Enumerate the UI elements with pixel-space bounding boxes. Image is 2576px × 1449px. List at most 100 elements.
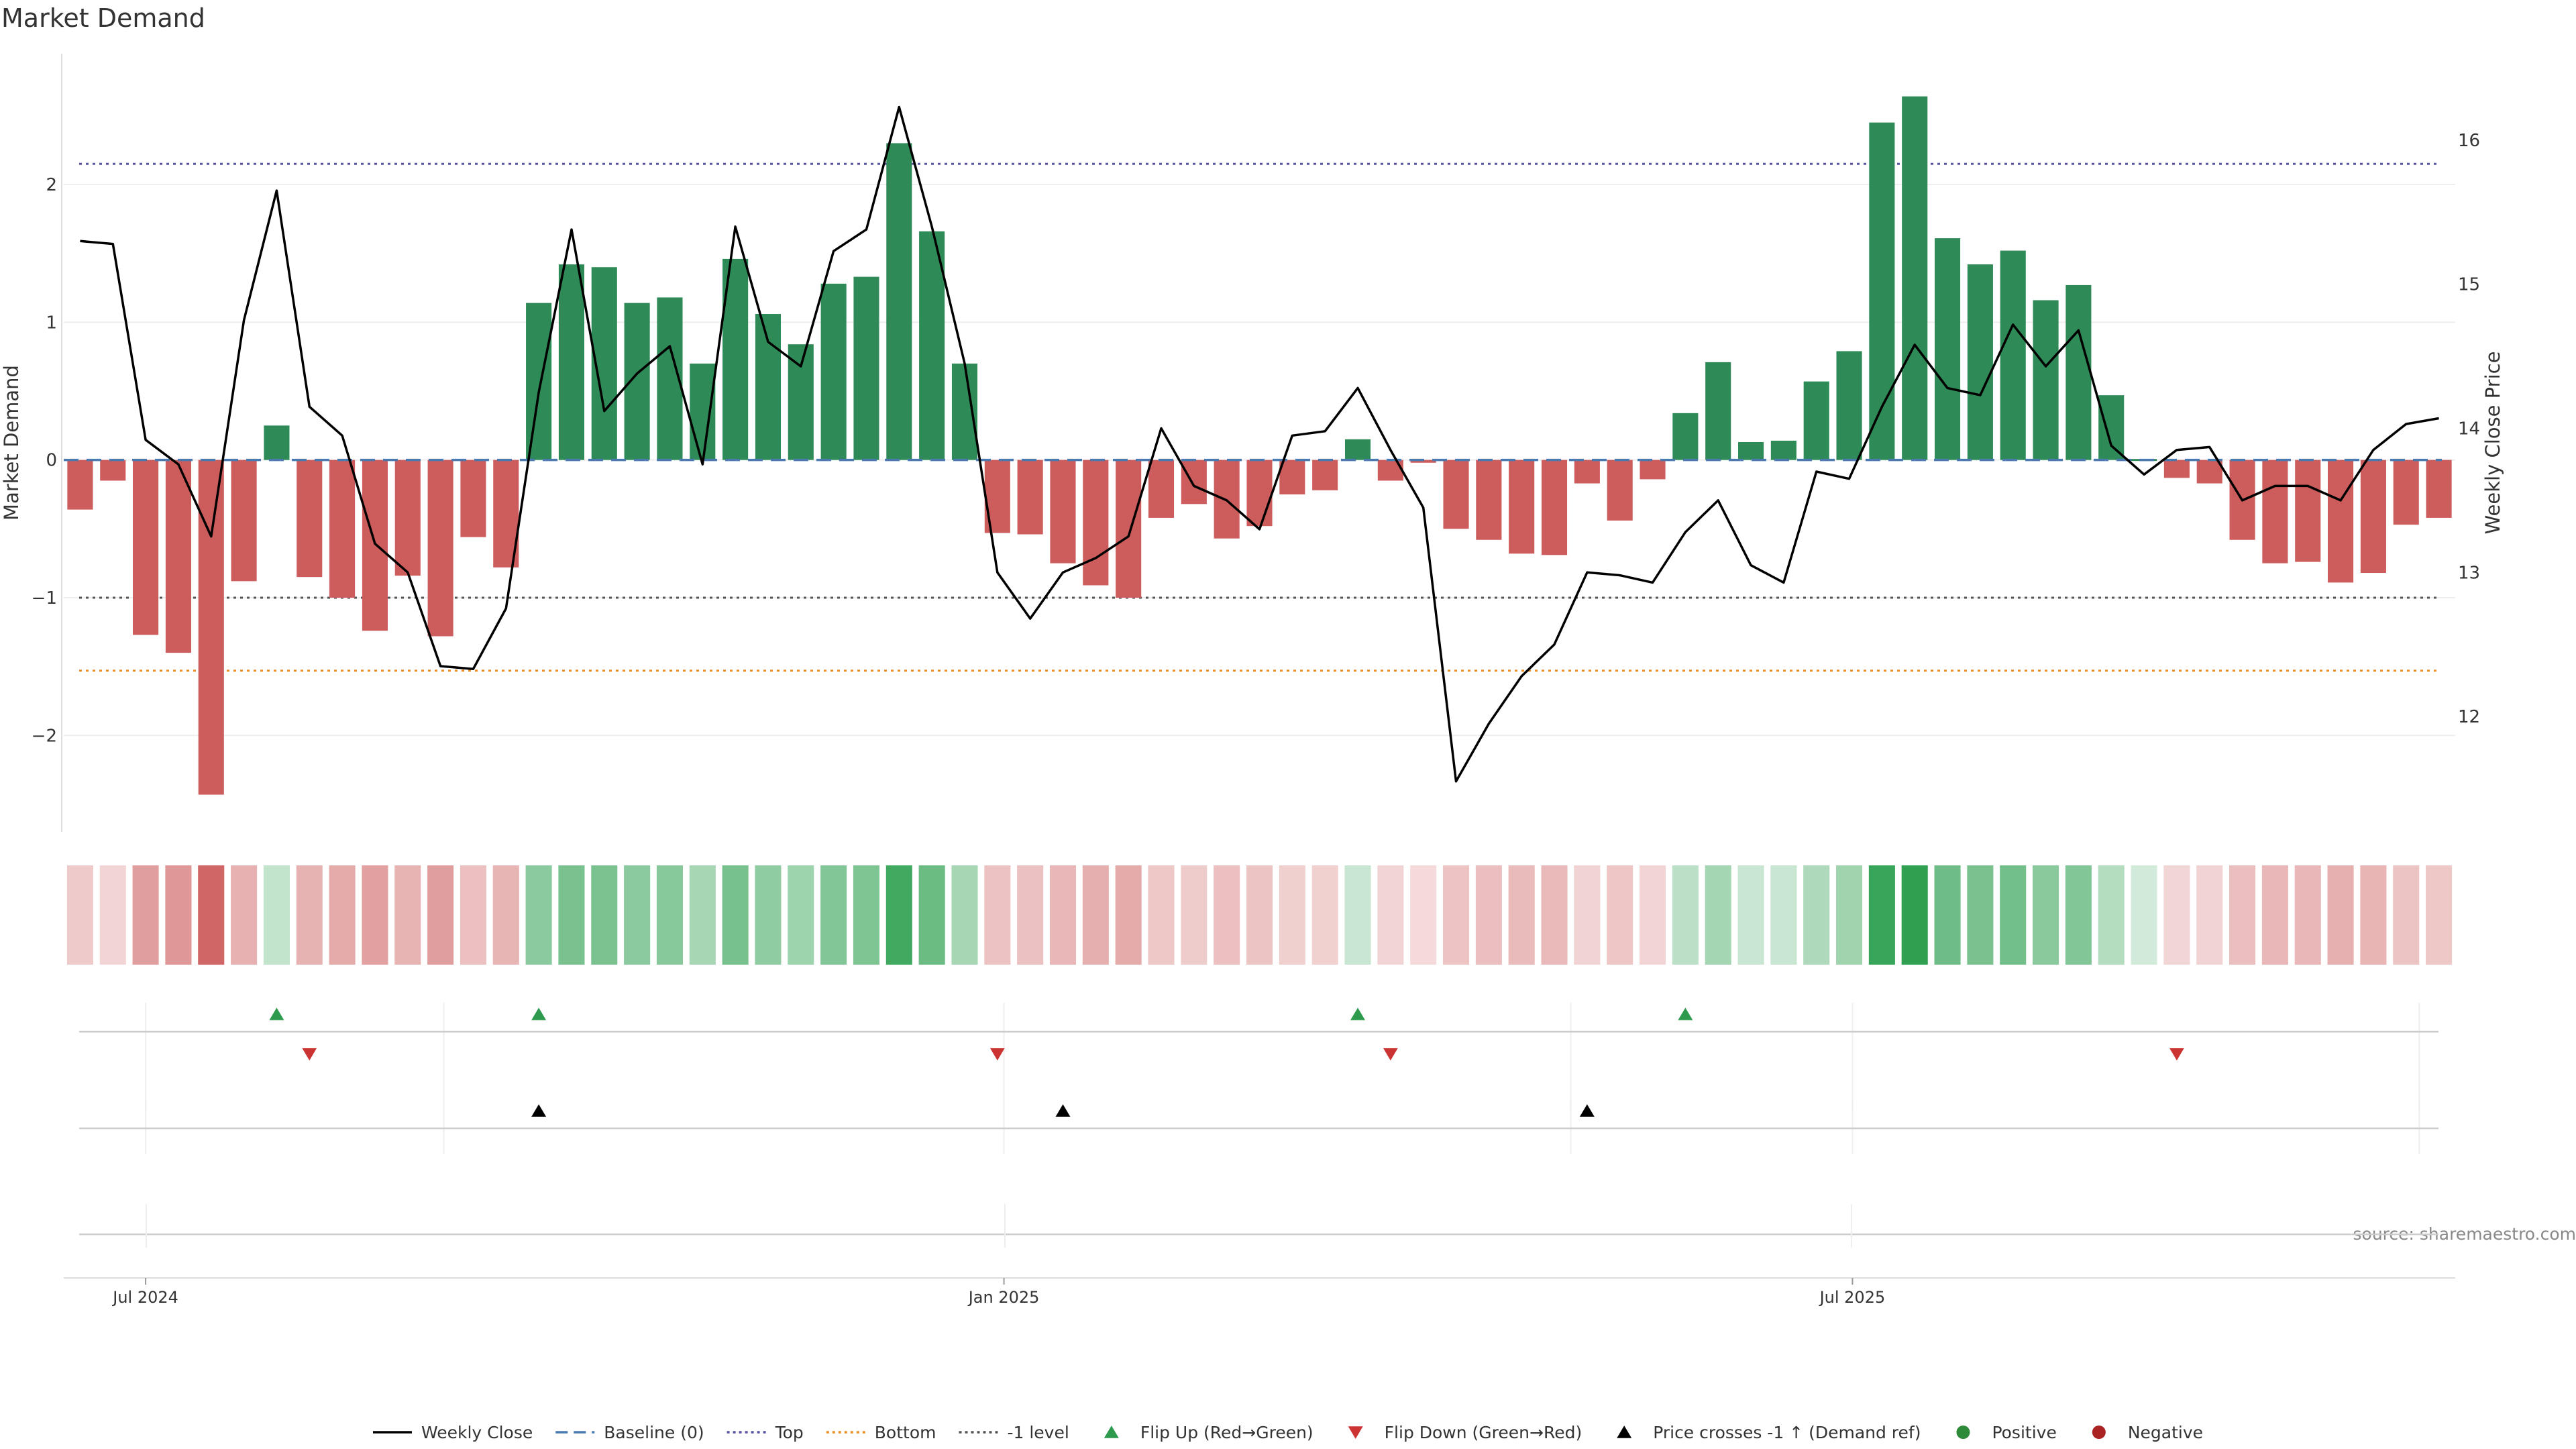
demand-bar: [100, 460, 126, 481]
demand-heat-strip: [66, 865, 2453, 965]
heat-cell: [984, 865, 1011, 965]
demand-bar: [820, 283, 847, 460]
demand-bar: [1509, 460, 1535, 554]
flip-up-marker: [1350, 1008, 1366, 1020]
price-cross-marker: [1055, 1104, 1071, 1117]
heat-cell: [2163, 865, 2190, 965]
demand-bar: [1737, 441, 1764, 460]
heat-cell: [2000, 865, 2027, 965]
x-tick-label: Jan 2025: [967, 1288, 1040, 1307]
demand-bar: [1148, 460, 1175, 518]
heat-cell: [755, 865, 782, 965]
heat-cell: [2196, 865, 2223, 965]
legend-label: Flip Down (Green→Red): [1385, 1423, 1582, 1442]
heat-cell: [362, 865, 388, 965]
demand-bar: [394, 460, 421, 576]
heat-cell: [1377, 865, 1404, 965]
heat-cell: [263, 865, 290, 965]
demand-bar: [1410, 460, 1436, 463]
heat-cell: [624, 865, 651, 965]
demand-bar: [755, 314, 782, 460]
demand-bar: [1803, 381, 1829, 460]
demand-bar: [788, 344, 814, 460]
heat-cell: [591, 865, 618, 965]
heat-cell: [1082, 865, 1109, 965]
demand-bar: [951, 363, 978, 460]
heat-cell: [2294, 865, 2321, 965]
weekly-close-line: [80, 105, 2439, 783]
demand-bar: [2393, 460, 2419, 525]
heat-cell: [2327, 865, 2354, 965]
legend-item: Baseline (0): [555, 1423, 704, 1442]
demand-bar: [133, 460, 159, 635]
demand-bar: [362, 460, 388, 631]
flip-up-marker: [1678, 1008, 1693, 1020]
demand-bar: [1476, 460, 1502, 540]
heat-cell: [1311, 865, 1338, 965]
y2-tick-label: 16: [2458, 131, 2480, 151]
y-tick-label: −1: [32, 588, 57, 608]
demand-bar: [1181, 460, 1207, 504]
demand-bar: [460, 460, 486, 537]
heat-cell: [1934, 865, 1961, 965]
heat-cell: [558, 865, 585, 965]
demand-bar: [1377, 460, 1403, 481]
heat-cell: [66, 865, 93, 965]
legend-item: Negative: [2092, 1423, 2203, 1442]
y-tick-label: 0: [46, 451, 57, 471]
heat-cell: [1737, 865, 1764, 965]
heat-cell: [656, 865, 683, 965]
legend-up-triangle-icon: [1104, 1426, 1119, 1438]
demand-bar: [1640, 460, 1666, 480]
heat-cell: [231, 865, 258, 965]
legend-label: Baseline (0): [604, 1423, 704, 1442]
demand-bar: [2000, 250, 2026, 460]
heat-cell: [2261, 865, 2288, 965]
heat-cell: [1475, 865, 1502, 965]
heat-cell: [1901, 865, 1928, 965]
demand-bar: [1836, 351, 1862, 460]
legend-label: Top: [775, 1423, 804, 1442]
demand-bar: [1935, 238, 1961, 460]
heat-cell: [2098, 865, 2125, 965]
y2-tick-label: 13: [2458, 563, 2480, 583]
heat-cell: [2033, 865, 2059, 965]
event-marker-rows: [79, 1003, 2438, 1248]
demand-bar: [2163, 460, 2190, 478]
flip-down-marker: [989, 1048, 1005, 1061]
legend-circle-icon: [2092, 1426, 2106, 1439]
heat-cell: [1508, 865, 1535, 965]
x-axis: Jul 2024 Jan 2025 Jul 2025: [64, 1277, 2455, 1307]
demand-bar: [2295, 460, 2321, 562]
heat-cell: [1836, 865, 1863, 965]
heat-cell: [460, 865, 486, 965]
demand-bar: [1672, 413, 1699, 460]
legend-item: Price crosses -1 ↑ (Demand ref): [1617, 1423, 1921, 1442]
legend-label: Bottom: [875, 1423, 936, 1442]
demand-bar: [264, 425, 290, 460]
heat-cell: [1967, 865, 1994, 965]
legend-up-triangle-icon: [1617, 1426, 1632, 1438]
heat-cell: [1049, 865, 1077, 965]
demand-bar: [1017, 460, 1043, 535]
y2-tick-label: 15: [2458, 275, 2480, 295]
heat-cell: [296, 865, 323, 965]
heat-cell: [1607, 865, 1633, 965]
legend-item: Flip Up (Red→Green): [1104, 1423, 1313, 1442]
heat-cell: [1541, 865, 1568, 965]
heat-cell: [2229, 865, 2256, 965]
demand-bar: [1607, 460, 1633, 521]
heat-cell: [1868, 865, 1895, 965]
demand-bar: [329, 460, 356, 598]
flip-down-marker: [302, 1048, 317, 1061]
flip-down-marker: [2169, 1048, 2184, 1061]
heat-cell: [1246, 865, 1273, 965]
legend-item: Bottom: [826, 1423, 936, 1442]
y-axis-label: Market Demand: [0, 365, 23, 521]
demand-bar: [2328, 460, 2354, 583]
flip-down-marker: [1383, 1048, 1398, 1061]
legend-item: Flip Down (Green→Red): [1348, 1423, 1582, 1442]
demand-bar: [2196, 460, 2222, 484]
heat-cell: [1410, 865, 1437, 965]
